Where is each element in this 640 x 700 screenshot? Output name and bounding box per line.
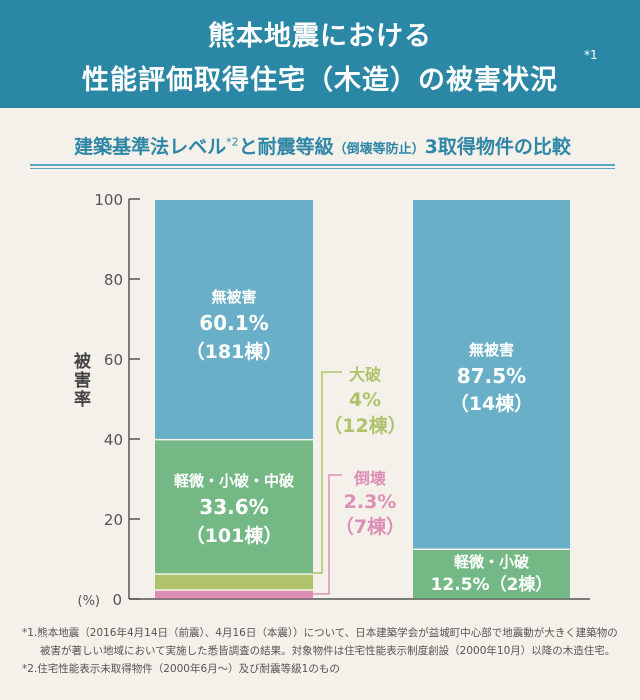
y-unit-label: (%) [78,594,101,609]
count-major: （12棟） [323,414,406,437]
label-no-damage-right: 無被害 [469,341,514,359]
y-tick-label: 80 [104,271,123,289]
label-collapse: 倒壊 [353,469,387,488]
y-tick-label: 20 [104,511,123,529]
count-no-damage-right: （14棟） [450,392,533,415]
subtitle-part3: 3取得物件の比較 [424,136,571,158]
label-no-damage: 無被害 [211,288,256,306]
callout-line-major [313,371,342,574]
subtitle-part1: 建築基準法レベル [74,136,227,158]
label-minor-right: 軽微・小破 [454,553,529,571]
y-axis-label: 被害率 [70,352,90,409]
pct-minor-right: 12.5%（2棟） [431,574,553,595]
count-no-damage: （181棟） [186,340,283,363]
y-tick-label: 60 [104,351,123,369]
bar-segment-major [155,574,313,590]
bar-segment-minor [155,440,313,574]
pct-minor: 33.6% [199,495,268,519]
footnote-2: *2.住宅性能表示未取得物件（2000年6月〜）及び耐震等級1のもの [22,663,340,675]
y-tick-label: 100 [94,191,123,209]
pct-major: 4% [349,389,381,411]
pct-no-damage: 60.1% [199,311,268,335]
y-tick-label: 0 [112,591,122,609]
bar-segment-no_damage [155,200,313,439]
subtitle-rule [30,164,615,166]
bar-segment-collapse [155,590,313,599]
callout-line-collapse [313,474,342,595]
label-minor: 軽微・小破・中破 [174,472,294,490]
title-line-2: 性能評価取得住宅（木造）の被害状況 [82,65,558,96]
footnote-1b: 被害が著しい地域において実施した悉皆調査の結果。対象物件は住宅性能表示制度創設（… [40,645,616,657]
header: 熊本地震における 性能評価取得住宅（木造）の被害状況 *1 [0,0,640,108]
footnote-1a: *1.熊本地震（2016年4月14日（前震）、4月16日（本震））について、日本… [22,627,618,639]
pct-no-damage-right: 87.5% [457,364,526,388]
label-major: 大破 [349,365,381,384]
subtitle-paren: （倒壊等防止） [333,142,425,157]
y-tick-label: 40 [104,431,123,449]
subtitle-part2: と耐震等級 [238,136,334,158]
subtitle-mark: *2 [226,135,239,149]
subtitle-rule-2 [30,168,615,169]
subtitle: 建築基準法レベル*2と耐震等級（倒壊等防止）3取得物件の比較 [30,132,615,159]
title-line-1: 熊本地震における [208,21,432,52]
pct-collapse: 2.3% [344,491,397,513]
bar-segment-minor [413,550,570,599]
count-minor: （101棟） [186,524,283,547]
bar-segment-no_damage [413,200,570,549]
count-collapse: （7棟） [335,515,405,538]
title-note-mark: *1 [584,48,598,62]
